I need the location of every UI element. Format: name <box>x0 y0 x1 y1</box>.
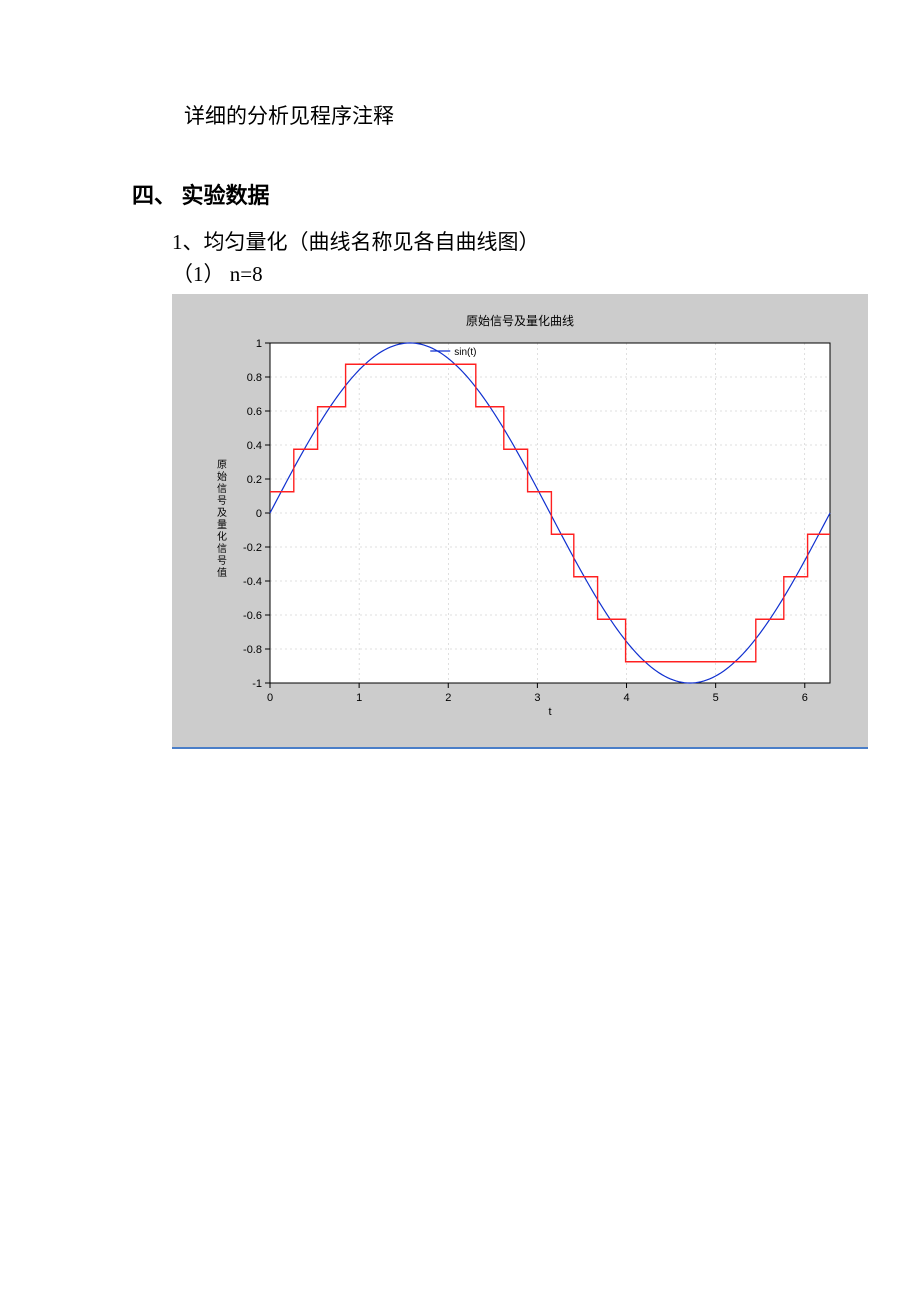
svg-text:-0.6: -0.6 <box>243 610 262 622</box>
svg-text:0.4: 0.4 <box>247 440 262 452</box>
section-heading: 四、 实验数据 <box>132 178 860 210</box>
svg-text:-0.2: -0.2 <box>243 542 262 554</box>
svg-text:-1: -1 <box>252 678 262 690</box>
svg-text:sin(t): sin(t) <box>454 347 476 358</box>
svg-text:0.6: 0.6 <box>247 406 262 418</box>
svg-text:1: 1 <box>256 338 262 350</box>
svg-text:5: 5 <box>713 692 719 704</box>
svg-text:号: 号 <box>217 495 227 507</box>
svg-text:化: 化 <box>217 530 227 543</box>
svg-text:0: 0 <box>256 508 262 520</box>
svg-text:0: 0 <box>267 692 273 704</box>
svg-text:及: 及 <box>217 507 227 519</box>
svg-text:-0.8: -0.8 <box>243 644 262 656</box>
analysis-note: 详细的分析见程序注释 <box>184 100 860 130</box>
svg-text:0.2: 0.2 <box>247 474 262 486</box>
svg-text:原: 原 <box>217 459 227 471</box>
svg-text:号: 号 <box>217 555 227 567</box>
svg-text:信: 信 <box>217 483 227 495</box>
svg-text:-0.4: -0.4 <box>243 576 262 588</box>
subsection-1-1: （1） n=8 <box>172 258 860 288</box>
chart-title: 原始信号及量化曲线 <box>200 312 840 329</box>
svg-text:信: 信 <box>217 543 227 555</box>
svg-text:t: t <box>548 706 551 718</box>
svg-text:3: 3 <box>534 692 540 704</box>
subsection-1: 1、均匀量化（曲线名称见各自曲线图） <box>172 226 860 256</box>
svg-text:4: 4 <box>623 692 629 704</box>
svg-text:值: 值 <box>217 566 227 579</box>
figure-container: 原始信号及量化曲线 0123456-1-0.8-0.6-0.4-0.200.20… <box>172 294 868 749</box>
quantization-chart: 0 1 2 3 4 5 6 -1 -0.8 -0.6 -0.4 -0.2 0 0.2 0.4 0.6 0.8 1 s… <box>200 333 850 725</box>
svg-text:6: 6 <box>802 692 808 704</box>
svg-text:2: 2 <box>445 692 451 704</box>
svg-text:量: 量 <box>217 519 227 531</box>
svg-text:始: 始 <box>217 470 227 483</box>
svg-text:0.8: 0.8 <box>247 372 262 384</box>
svg-text:1: 1 <box>356 692 362 704</box>
